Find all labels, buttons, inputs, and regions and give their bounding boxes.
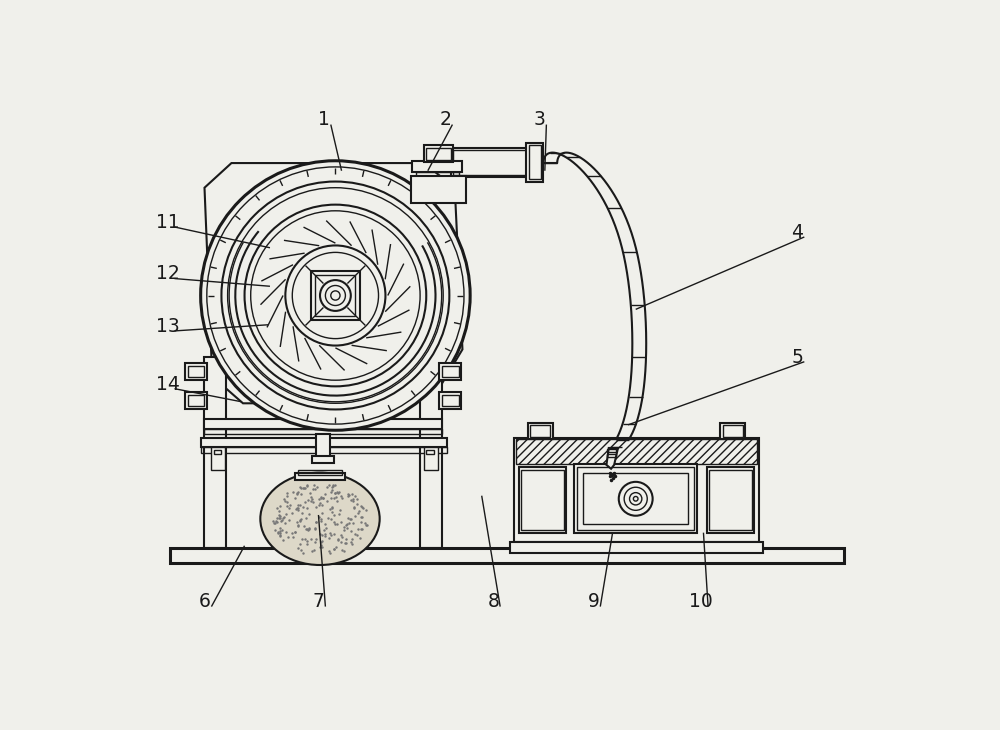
Bar xyxy=(442,366,459,377)
Bar xyxy=(185,392,207,409)
Bar xyxy=(201,438,447,447)
Text: 13: 13 xyxy=(156,317,179,336)
Bar xyxy=(530,425,550,437)
Bar xyxy=(574,464,697,534)
Bar xyxy=(204,429,442,434)
Bar xyxy=(442,395,459,406)
Text: 4: 4 xyxy=(791,223,803,242)
Text: 3: 3 xyxy=(534,110,545,129)
Bar xyxy=(420,357,442,548)
Bar xyxy=(185,364,207,380)
Text: 12: 12 xyxy=(156,264,179,283)
Bar xyxy=(214,450,221,454)
Circle shape xyxy=(619,482,653,515)
Bar xyxy=(453,150,526,174)
Bar xyxy=(204,419,442,429)
Text: 10: 10 xyxy=(689,593,713,612)
Text: 5: 5 xyxy=(791,347,803,366)
Bar xyxy=(170,548,844,564)
Circle shape xyxy=(320,280,351,311)
Polygon shape xyxy=(204,163,462,403)
Bar xyxy=(412,161,462,172)
Bar xyxy=(416,172,459,178)
Bar xyxy=(411,176,466,203)
Bar xyxy=(426,450,434,454)
Bar xyxy=(204,357,226,548)
Bar xyxy=(211,447,225,470)
Bar xyxy=(315,275,355,315)
Bar xyxy=(526,143,543,182)
Bar xyxy=(607,454,616,457)
Bar xyxy=(709,469,752,531)
Bar xyxy=(295,472,345,480)
Bar xyxy=(312,456,334,464)
Bar xyxy=(583,473,688,524)
Bar xyxy=(424,447,438,470)
Bar xyxy=(298,470,342,475)
Bar xyxy=(316,434,330,457)
Text: 8: 8 xyxy=(487,593,499,612)
Circle shape xyxy=(633,496,638,501)
Bar xyxy=(510,542,763,553)
Bar xyxy=(607,449,616,452)
Text: 1: 1 xyxy=(318,110,330,129)
Text: 7: 7 xyxy=(313,593,324,612)
Ellipse shape xyxy=(260,472,380,565)
Bar xyxy=(519,467,566,533)
Bar xyxy=(424,145,453,162)
Bar xyxy=(516,439,757,464)
Bar xyxy=(529,145,541,180)
Circle shape xyxy=(285,245,385,345)
Bar xyxy=(201,447,447,453)
Bar xyxy=(723,425,743,437)
Bar xyxy=(311,271,360,320)
Text: 9: 9 xyxy=(587,593,599,612)
Bar xyxy=(514,438,759,542)
Text: 2: 2 xyxy=(440,110,451,129)
Circle shape xyxy=(201,161,470,430)
Bar xyxy=(707,467,754,533)
Text: 11: 11 xyxy=(156,213,179,232)
Text: 6: 6 xyxy=(199,593,210,612)
Polygon shape xyxy=(606,448,618,469)
Bar xyxy=(188,395,204,406)
Bar xyxy=(439,364,461,380)
Bar xyxy=(188,366,204,377)
Text: 14: 14 xyxy=(156,374,179,393)
Bar xyxy=(521,469,564,531)
Circle shape xyxy=(331,291,340,300)
Bar xyxy=(439,392,461,409)
Bar xyxy=(577,467,694,531)
Bar xyxy=(451,147,528,177)
Bar xyxy=(720,423,745,439)
Bar xyxy=(426,147,451,160)
Bar xyxy=(528,423,553,439)
